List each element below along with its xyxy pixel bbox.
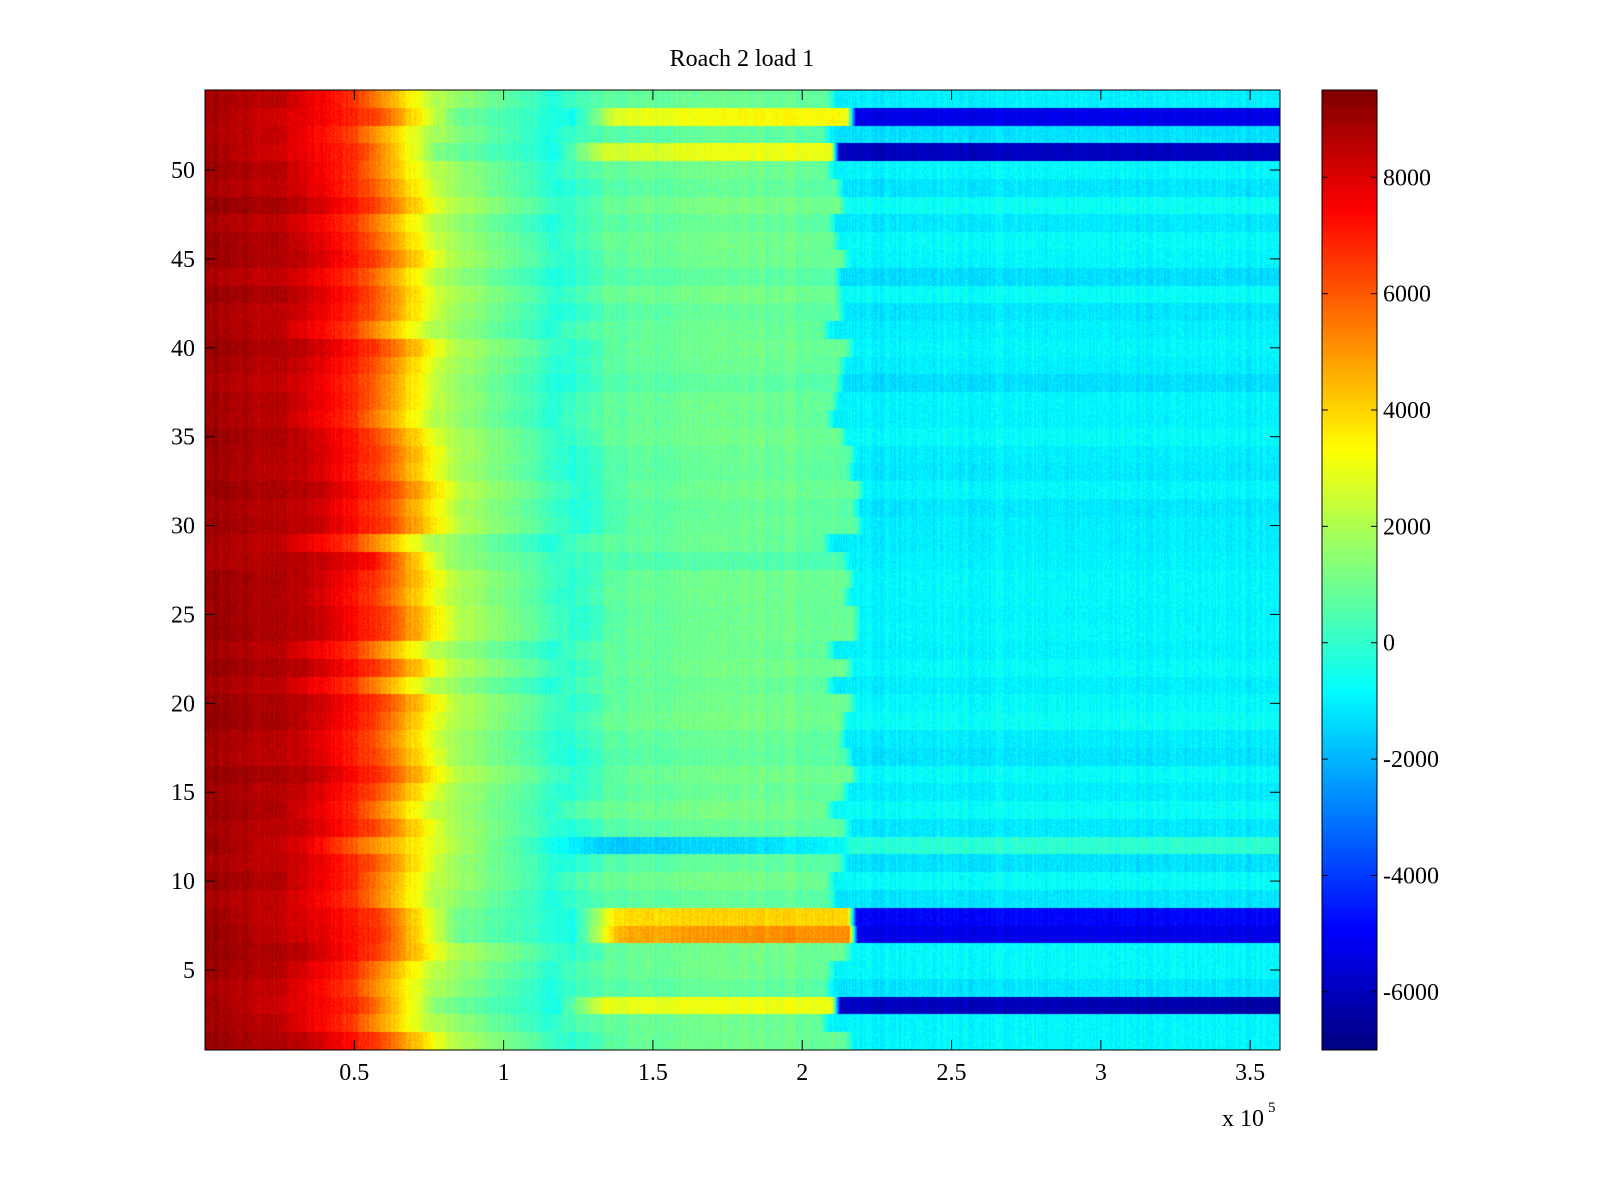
y-tick-label: 20 (171, 691, 195, 717)
y-tick-label: 40 (171, 336, 195, 362)
colorbar-frame (1321, 89, 1378, 1051)
y-axis: 5 10 15 20 25 30 35 40 45 50 (171, 158, 1280, 984)
colorbar-tick-label: 6000 (1383, 282, 1431, 308)
x-axis: 0.5 1 1.5 2 2.5 3 3.5 (339, 90, 1265, 1086)
colorbar-image (1322, 90, 1377, 1050)
y-tick-label: 45 (171, 247, 195, 273)
y-tick-label: 50 (171, 158, 195, 184)
x-multiplier-exponent: 5 (1268, 1100, 1276, 1116)
colorbar-tick-label: -6000 (1383, 980, 1439, 1006)
colorbar-tick-label: 8000 (1383, 165, 1431, 191)
colorbar-tick-label: 4000 (1383, 398, 1431, 424)
x-tick-label: 3.5 (1235, 1060, 1265, 1086)
chart-title: Roach 2 load 1 (670, 46, 815, 72)
x-tick-label: 1.5 (638, 1060, 668, 1086)
x-tick-label: 2.5 (937, 1060, 967, 1086)
colorbar-tick-label: 0 (1383, 631, 1395, 657)
colorbar-tick-label: -4000 (1383, 863, 1439, 889)
y-tick-label: 30 (171, 514, 195, 540)
colorbar-axis: -6000 -4000 -2000 0 2000 4000 6000 8000 (1322, 165, 1439, 1006)
x-tick-label: 3 (1095, 1060, 1107, 1086)
x-tick-label: 0.5 (339, 1060, 369, 1086)
y-tick-label: 35 (171, 425, 195, 451)
colorbar-tick-label: -2000 (1383, 747, 1439, 773)
y-tick-label: 25 (171, 602, 195, 628)
heatmap-image (205, 90, 1280, 1050)
colorbar-tick-label: 2000 (1383, 514, 1431, 540)
y-tick-label: 10 (171, 869, 195, 895)
x-multiplier-label: x 10 (1222, 1106, 1264, 1132)
plot-frame (204, 89, 1281, 1051)
y-tick-label: 15 (171, 780, 195, 806)
x-tick-label: 2 (796, 1060, 808, 1086)
x-tick-label: 1 (498, 1060, 510, 1086)
y-tick-label: 5 (183, 958, 195, 984)
